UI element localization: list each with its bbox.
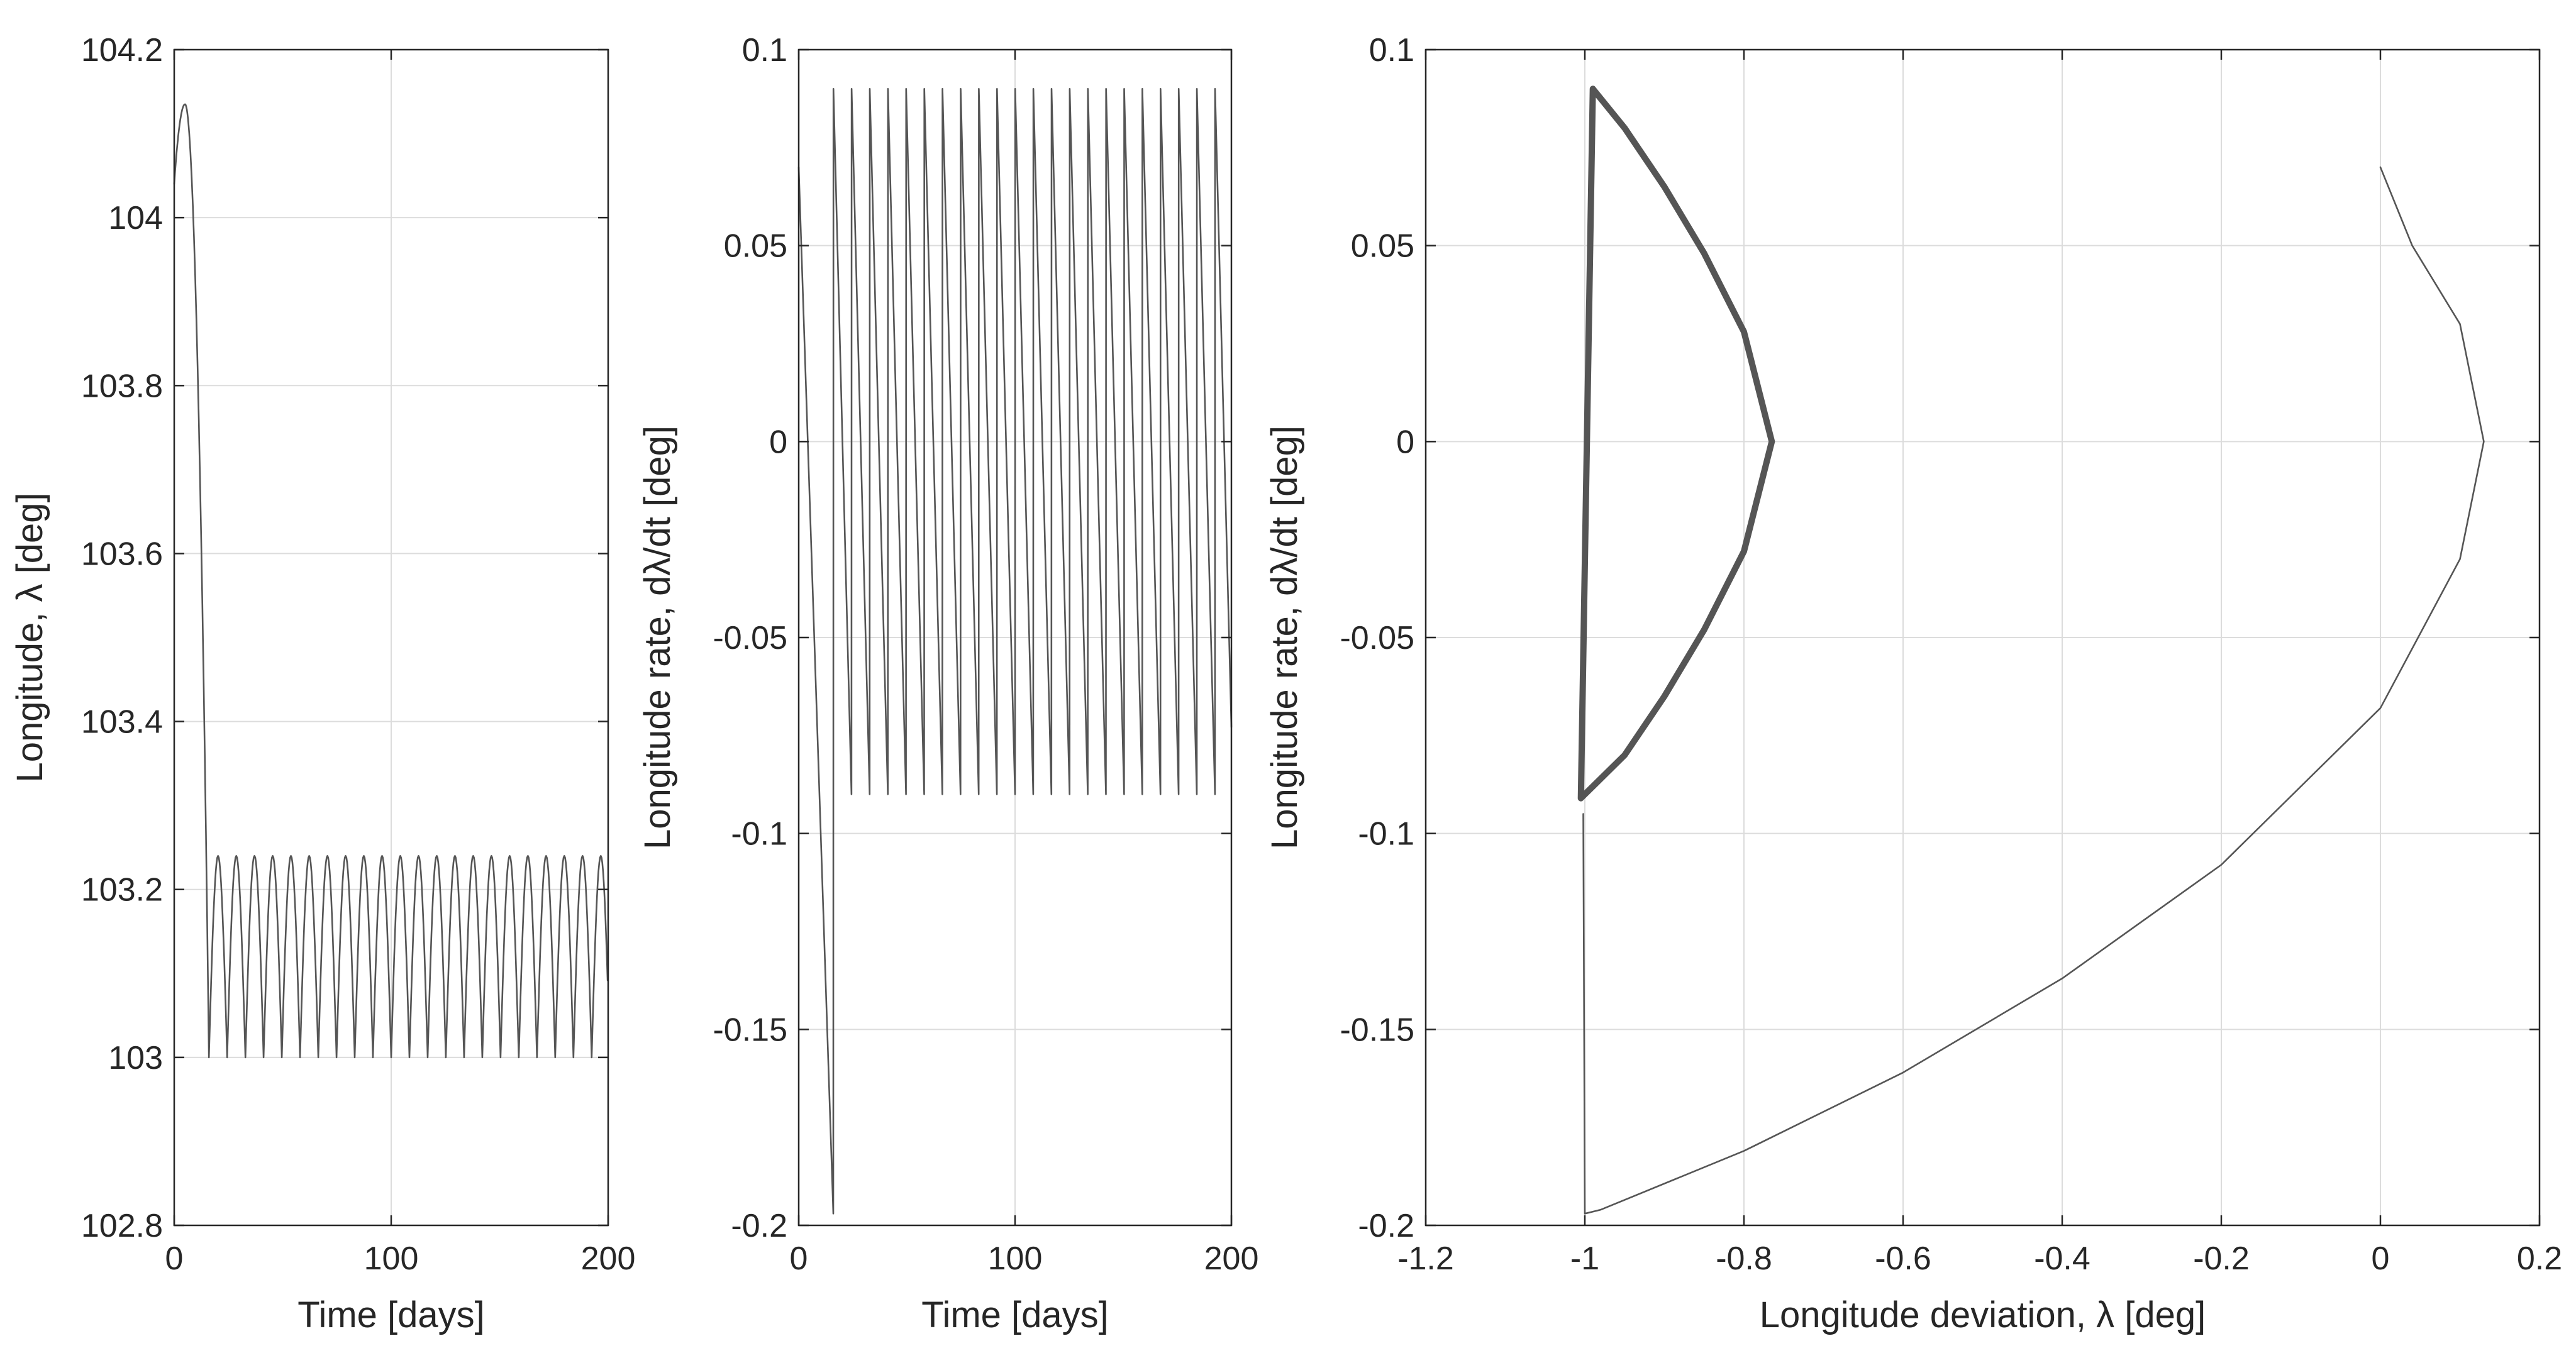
x-tick-label: -0.4 — [2034, 1240, 2090, 1277]
series-line-limit-cycle — [1577, 86, 1775, 802]
x-tick-label: 0 — [165, 1240, 184, 1277]
series-line-longitude — [173, 103, 609, 1059]
y-tick-label: 0.05 — [1351, 228, 1414, 265]
y-tick-label: 0.1 — [1369, 32, 1414, 69]
x-tick-label: -0.8 — [1716, 1240, 1772, 1277]
y-axis-label: Longitude rate, dλ/dt [deg] — [637, 426, 678, 849]
x-tick-label: 100 — [988, 1240, 1043, 1277]
x-axis-label: Time [days] — [921, 1295, 1109, 1335]
y-axis-label: Longitude, λ [deg] — [9, 492, 50, 782]
series-line-initial-transfer — [1582, 166, 2485, 1215]
longitude-vs-time-panel: 0 100 200 102.8 103 103.2 103.4 103.6 103.8 104 10… — [9, 32, 635, 1335]
y-tick-label: 104.2 — [81, 32, 163, 69]
y-tick-label: -0.1 — [1358, 816, 1414, 853]
y-tick-label: 103.2 — [81, 872, 163, 908]
x-axis-label: Longitude deviation, λ [deg] — [1760, 1295, 2206, 1335]
y-tick-label: 103.8 — [81, 368, 163, 404]
phase-plane-panel: -1.2 -1 -0.8 -0.6 -0.4 -0.2 0 0.2 -0.2 -0.15 -0.1 -… — [1264, 32, 2562, 1335]
longitude-rate-vs-time-panel: 0 100 200 -0.2 -0.15 -0.1 -0.05 0 0.05 0.1 Time [d… — [637, 32, 1258, 1335]
y-tick-label: -0.2 — [731, 1208, 787, 1244]
y-tick-label: -0.05 — [1340, 620, 1414, 656]
x-tick-label: 0 — [2372, 1240, 2390, 1277]
y-axis-label: Longitude rate, dλ/dt [deg] — [1264, 426, 1305, 849]
y-tick-label: -0.1 — [731, 816, 787, 853]
x-tick-label: 200 — [581, 1240, 636, 1277]
series-line-longitude-rate — [797, 88, 1233, 1215]
y-tick-label: 0.1 — [742, 32, 787, 69]
y-tick-label: 0 — [1396, 424, 1414, 460]
x-tick-label: -1 — [1570, 1240, 1599, 1277]
x-tick-label: 200 — [1204, 1240, 1259, 1277]
y-tick-label: 103.6 — [81, 536, 163, 572]
x-tick-label: -0.6 — [1875, 1240, 1931, 1277]
y-tick-label: 104 — [108, 200, 163, 236]
y-tick-label: 103 — [108, 1040, 163, 1076]
x-tick-label: -0.2 — [2193, 1240, 2250, 1277]
y-tick-label: -0.15 — [713, 1012, 787, 1048]
y-tick-label: -0.05 — [713, 620, 787, 656]
x-tick-label: 0.2 — [2517, 1240, 2562, 1277]
x-tick-label: 0 — [790, 1240, 808, 1277]
y-tick-label: 102.8 — [81, 1208, 163, 1244]
x-tick-label: 100 — [364, 1240, 419, 1277]
y-tick-label: -0.15 — [1340, 1012, 1414, 1048]
y-tick-label: 0 — [769, 424, 787, 460]
y-tick-label: 103.4 — [81, 704, 163, 741]
y-tick-label: 0.05 — [724, 228, 787, 265]
x-tick-label: -1.2 — [1397, 1240, 1454, 1277]
y-tick-label: -0.2 — [1358, 1208, 1414, 1244]
x-axis-label: Time [days] — [297, 1295, 485, 1335]
